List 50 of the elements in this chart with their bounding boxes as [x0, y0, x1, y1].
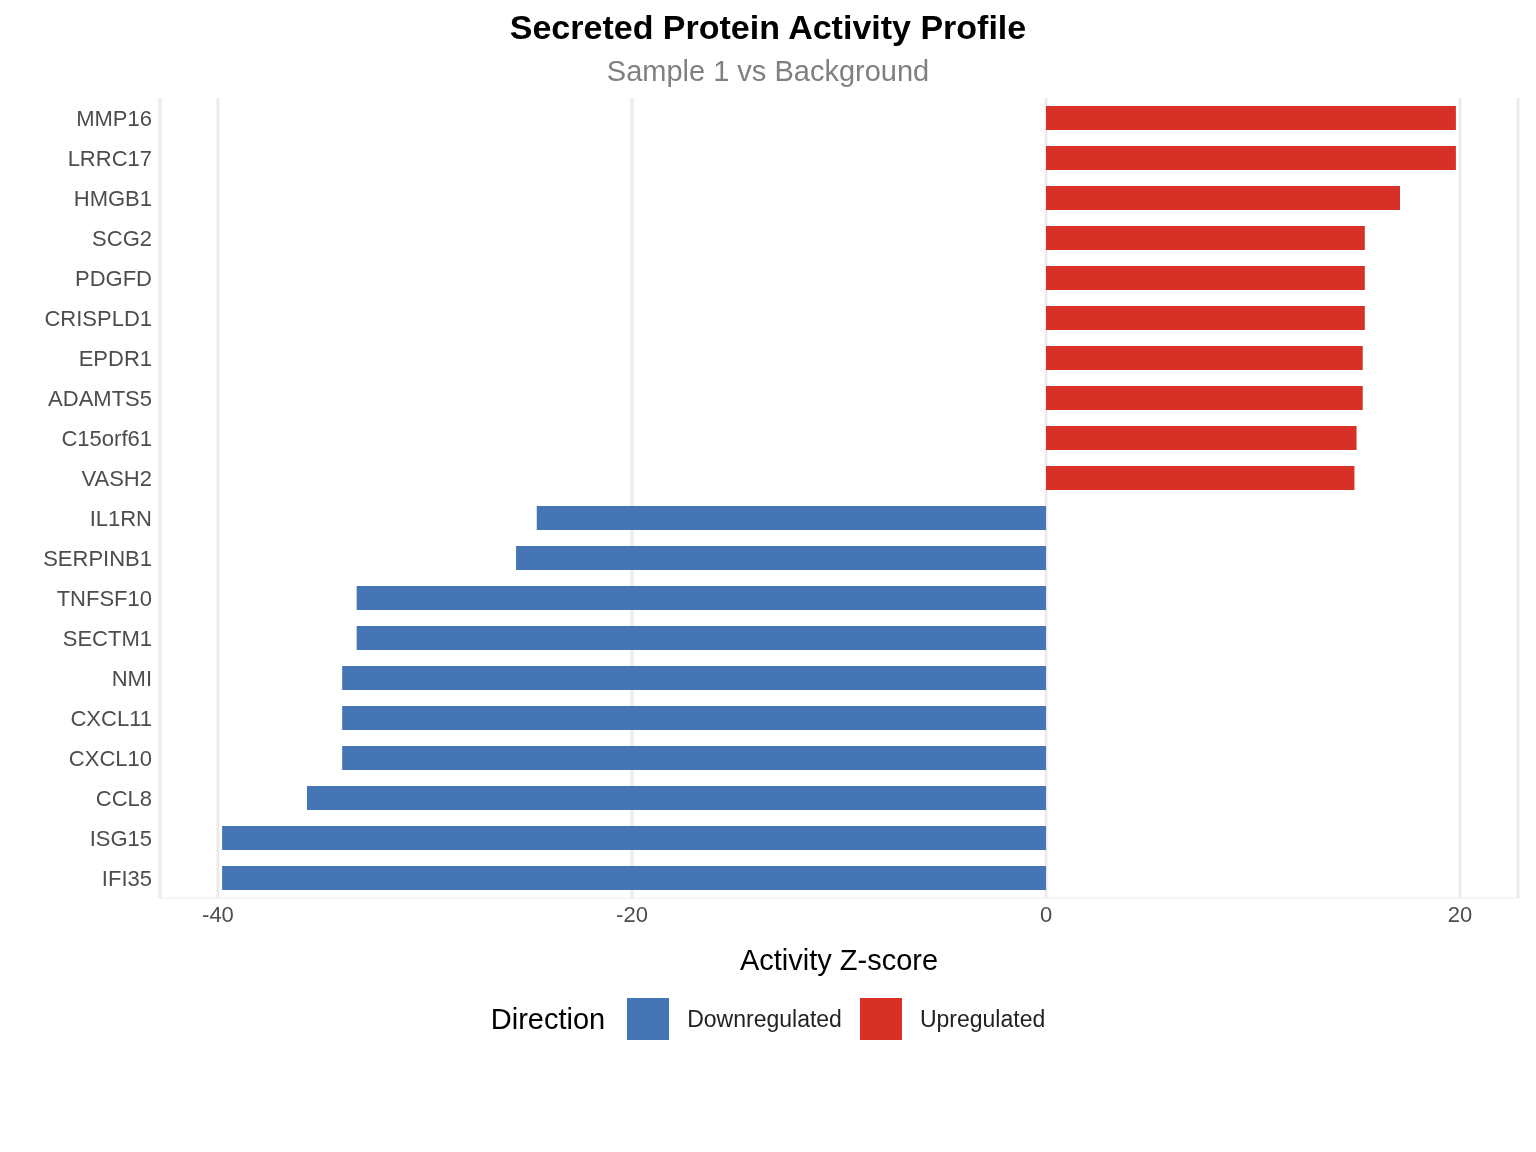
y-tick-label: VASH2 [81, 465, 152, 491]
y-tick-label: CCL8 [95, 785, 152, 811]
y-tick-label: ADAMTS5 [48, 385, 152, 411]
bar [1046, 146, 1456, 170]
bar [356, 586, 1047, 610]
bar [1046, 426, 1357, 450]
bar [536, 506, 1047, 530]
bar [1046, 226, 1365, 250]
chart-subtitle: Sample 1 vs Background [605, 55, 931, 88]
y-tick-label: ISG15 [89, 825, 152, 851]
bar [342, 666, 1047, 690]
y-tick-label: SECTM1 [62, 625, 152, 651]
y-tick-label: NMI [111, 665, 152, 691]
y-tick-label: CXCL11 [70, 705, 152, 731]
y-tick-label: IL1RN [89, 505, 152, 531]
y-tick-label: SCG2 [92, 225, 152, 251]
legend-title: Direction [490, 1002, 606, 1036]
bar [1046, 266, 1365, 290]
x-tick-label: 20 [1447, 901, 1473, 927]
y-tick-label: CXCL10 [68, 745, 152, 771]
bar [342, 706, 1047, 730]
bar [222, 866, 1047, 890]
bar [1046, 466, 1355, 490]
y-tick-label: C15orf61 [61, 425, 152, 451]
x-tick-label: -20 [616, 901, 648, 927]
y-tick-label: SERPINB1 [43, 545, 152, 571]
y-tick-label: LRRC17 [67, 145, 152, 171]
x-tick-label: -40 [202, 901, 234, 927]
chart-title: Secreted Protein Activity Profile [508, 8, 1028, 47]
y-tick-label: HMGB1 [73, 185, 152, 211]
bar [222, 826, 1047, 850]
bar [516, 546, 1047, 570]
y-tick-label: MMP16 [76, 105, 152, 131]
bar [1046, 346, 1363, 370]
x-axis-title: Activity Z-score [739, 944, 939, 976]
legend-label: Downregulated [686, 1004, 842, 1034]
bar [356, 626, 1047, 650]
y-tick-label: PDGFD [75, 265, 152, 291]
y-tick-label: EPDR1 [78, 345, 152, 371]
y-tick-label: TNFSF10 [56, 585, 152, 611]
bar [306, 786, 1047, 810]
bar [1046, 186, 1400, 210]
x-tick-label: 0 [1039, 901, 1053, 927]
y-tick-label: IFI35 [101, 865, 152, 891]
y-tick-label: CRISPLD1 [44, 305, 152, 331]
bar [1046, 306, 1365, 330]
bar [1046, 386, 1363, 410]
bar [342, 746, 1047, 770]
legend-label: Upregulated [918, 1004, 1046, 1034]
bar [1046, 106, 1456, 130]
